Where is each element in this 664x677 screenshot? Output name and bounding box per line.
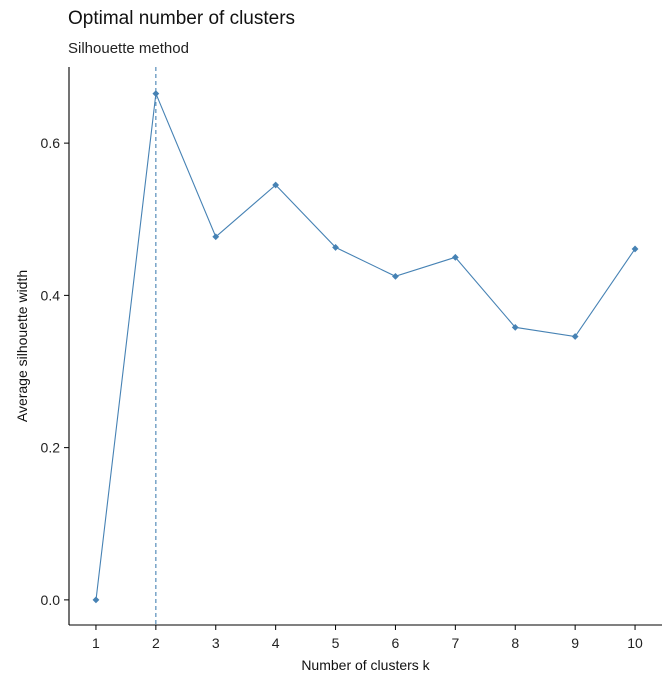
- x-tick-label: 9: [571, 635, 579, 651]
- x-tick-label: 2: [152, 635, 160, 651]
- axes: 0.0 0.2 0.4 0.6 1 2 3 4 5 6 7 8 9 10: [41, 67, 662, 651]
- x-tick-label: 7: [451, 635, 459, 651]
- data-point: [451, 253, 459, 261]
- data-point: [152, 90, 160, 98]
- y-axis-label: Average silhouette width: [14, 270, 30, 422]
- plot-marks: [92, 67, 639, 625]
- x-tick-label: 10: [627, 635, 643, 651]
- data-point: [92, 596, 100, 604]
- y-tick-label: 0.6: [41, 135, 61, 151]
- data-point: [631, 245, 639, 253]
- chart-title: Optimal number of clusters: [68, 8, 296, 29]
- x-tick-label: 3: [212, 635, 220, 651]
- data-point: [571, 333, 579, 340]
- y-tick-label: 0.0: [41, 592, 61, 608]
- x-tick-label: 5: [332, 635, 340, 651]
- x-axis-label: Number of clusters k: [301, 657, 430, 673]
- x-tick-label: 4: [272, 635, 280, 651]
- y-tick-label: 0.4: [41, 287, 61, 303]
- data-point: [511, 323, 519, 331]
- chart-subtitle: Silhouette method: [68, 40, 189, 57]
- data-point: [212, 233, 220, 241]
- data-point: [392, 272, 399, 280]
- silhouette-line: [95, 91, 636, 600]
- x-tick-label: 6: [392, 635, 400, 651]
- y-tick-label: 0.2: [41, 440, 61, 456]
- data-point: [272, 181, 280, 189]
- x-tick-label: 1: [92, 635, 100, 651]
- data-point: [332, 244, 339, 251]
- x-tick-label: 8: [511, 635, 519, 651]
